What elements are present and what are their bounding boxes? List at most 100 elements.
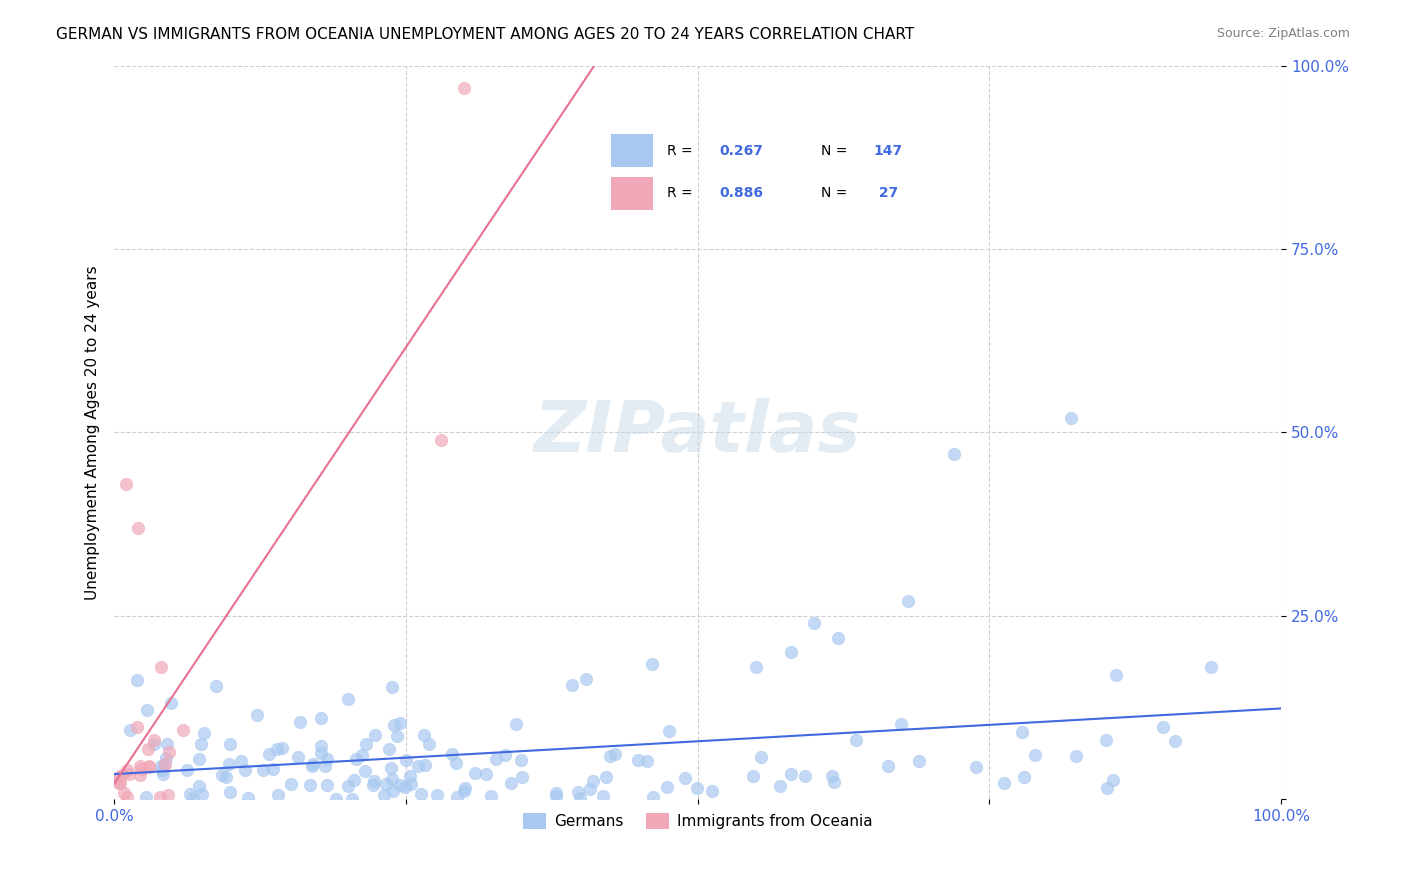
Point — [111, 767, 134, 781]
Point — [581, 774, 603, 789]
Point — [233, 763, 256, 777]
Point — [454, 780, 477, 795]
Point — [373, 788, 395, 802]
Point — [108, 775, 131, 789]
Point — [127, 673, 149, 688]
Point — [150, 763, 173, 777]
Point — [246, 708, 269, 723]
Point — [794, 768, 817, 782]
Point — [311, 739, 333, 753]
Point — [219, 737, 242, 751]
Point — [1105, 668, 1128, 682]
Point — [156, 738, 179, 752]
Point — [943, 447, 966, 461]
Point — [409, 787, 432, 801]
Point — [779, 767, 801, 781]
Point — [627, 753, 650, 767]
Point — [311, 746, 333, 760]
Point — [993, 775, 1015, 789]
Point — [1199, 660, 1222, 674]
Point — [965, 760, 987, 774]
Point — [381, 772, 404, 787]
Point — [479, 789, 502, 804]
Point — [314, 759, 336, 773]
Point — [361, 778, 384, 792]
Point — [135, 789, 157, 804]
Point — [211, 767, 233, 781]
Point — [575, 673, 598, 687]
Point — [380, 761, 402, 775]
Point — [179, 788, 201, 802]
Point — [876, 758, 898, 772]
Point — [655, 780, 678, 794]
Point — [1164, 734, 1187, 748]
Point — [398, 769, 420, 783]
Point — [316, 778, 339, 792]
Point — [150, 759, 173, 773]
Point — [262, 762, 284, 776]
Point — [136, 703, 159, 717]
Legend: Germans, Immigrants from Oceania: Germans, Immigrants from Oceania — [517, 807, 879, 835]
Point — [464, 766, 486, 780]
Point — [309, 711, 332, 725]
Point — [1095, 733, 1118, 747]
Point — [337, 691, 360, 706]
Point — [215, 770, 238, 784]
Point — [845, 733, 868, 747]
Point — [117, 789, 139, 804]
Point — [153, 756, 176, 771]
Point — [112, 786, 135, 800]
Point — [325, 791, 347, 805]
Point — [190, 737, 212, 751]
Point — [382, 717, 405, 731]
Point — [301, 756, 323, 771]
Point — [890, 717, 912, 731]
Point — [821, 769, 844, 783]
Point — [1060, 410, 1083, 425]
Point — [745, 660, 768, 674]
Point — [544, 786, 567, 800]
Point — [599, 749, 621, 764]
Point — [252, 763, 274, 777]
Point — [187, 752, 209, 766]
Point — [160, 696, 183, 710]
Point — [288, 714, 311, 729]
Point — [118, 766, 141, 780]
Text: GERMAN VS IMMIGRANTS FROM OCEANIA UNEMPLOYMENT AMONG AGES 20 TO 24 YEARS CORRELA: GERMAN VS IMMIGRANTS FROM OCEANIA UNEMPL… — [56, 27, 914, 42]
Point — [658, 723, 681, 738]
Point — [603, 747, 626, 761]
Point — [152, 767, 174, 781]
Point — [363, 774, 385, 789]
Point — [266, 741, 288, 756]
Point — [152, 758, 174, 772]
Point — [125, 720, 148, 734]
Point — [1102, 772, 1125, 787]
Point — [301, 759, 323, 773]
Point — [353, 764, 375, 778]
Point — [1152, 720, 1174, 734]
Point — [388, 778, 411, 792]
Point — [374, 776, 396, 790]
Point — [129, 767, 152, 781]
Point — [643, 790, 665, 805]
Point — [673, 771, 696, 785]
Point — [595, 771, 617, 785]
Point — [505, 717, 527, 731]
Point — [803, 615, 825, 630]
Point — [908, 754, 931, 768]
Point — [354, 737, 377, 751]
Point — [172, 723, 194, 738]
Point — [453, 80, 475, 95]
Point — [218, 785, 240, 799]
Point — [592, 789, 614, 804]
Point — [343, 772, 366, 787]
Point — [270, 741, 292, 756]
Point — [509, 753, 531, 767]
Point — [440, 747, 463, 761]
Point — [399, 777, 422, 791]
Point — [827, 631, 849, 645]
Point — [363, 728, 385, 742]
Point — [344, 752, 367, 766]
Y-axis label: Unemployment Among Ages 20 to 24 years: Unemployment Among Ages 20 to 24 years — [86, 265, 100, 599]
Point — [129, 759, 152, 773]
